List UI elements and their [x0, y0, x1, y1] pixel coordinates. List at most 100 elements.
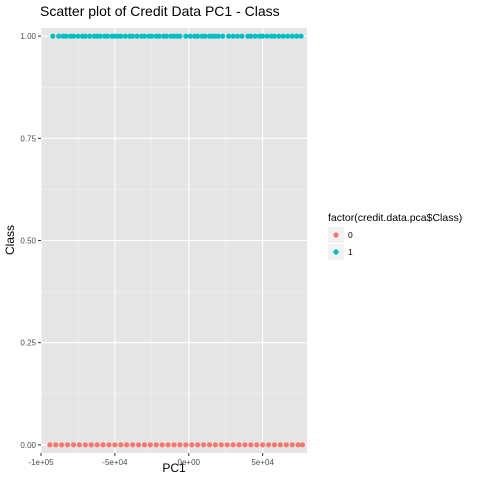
data-point-class-1: [130, 33, 136, 39]
data-point-class-1: [156, 33, 162, 39]
data-point-class-1: [271, 33, 278, 39]
data-point-class-0: [100, 442, 106, 448]
x-tick-label: -5e+04: [102, 458, 128, 467]
data-point-class-1: [50, 33, 56, 39]
data-point-class-0: [124, 442, 130, 448]
legend-entries: 01: [328, 227, 353, 260]
data-point-class-0: [147, 442, 153, 448]
data-point-class-0: [177, 442, 183, 448]
data-point-class-0: [94, 442, 100, 448]
data-point-class-0: [171, 442, 177, 448]
data-point-class-0: [153, 442, 159, 448]
x-tick-label: 5e+04: [251, 458, 274, 467]
data-points: [47, 33, 306, 448]
data-point-class-1: [294, 33, 300, 39]
data-point-class-0: [299, 442, 306, 448]
legend-title: factor(credit.data.pca$Class): [328, 212, 462, 224]
data-point-class-1: [298, 33, 304, 39]
data-point-class-0: [218, 442, 224, 448]
data-point-class-1: [195, 33, 201, 39]
legend: factor(credit.data.pca$Class) 01: [328, 212, 462, 260]
x-axis-title: PC1: [162, 461, 186, 475]
data-point-class-1: [82, 33, 88, 39]
data-point-class-1: [122, 33, 128, 39]
data-point-class-1: [104, 33, 111, 39]
data-point-class-0: [159, 442, 165, 448]
data-point-class-1: [202, 33, 208, 39]
y-tick-label: 1.00: [20, 32, 36, 41]
data-point-class-1: [187, 33, 193, 39]
data-point-class-0: [195, 442, 201, 448]
data-point-class-1: [285, 33, 291, 39]
data-point-class-0: [283, 442, 289, 448]
x-tick-label: 0e+00: [178, 458, 201, 467]
data-point-class-1: [164, 33, 170, 39]
data-point-class-0: [271, 442, 278, 448]
data-point-class-1: [149, 33, 155, 39]
x-tick-label: -1e+05: [28, 458, 54, 467]
data-point-class-1: [87, 33, 93, 39]
data-point-class-0: [76, 442, 83, 448]
data-point-class-1: [220, 33, 226, 39]
data-point-class-1: [141, 33, 148, 39]
data-point-class-0: [135, 442, 142, 448]
data-point-class-1: [264, 33, 270, 39]
data-point-class-0: [212, 442, 218, 448]
y-tick-label: 0.50: [20, 237, 36, 246]
data-point-class-0: [200, 442, 207, 448]
data-point-class-0: [242, 442, 248, 448]
y-tick-label: 0.75: [20, 134, 36, 143]
data-point-class-1: [260, 33, 266, 39]
data-point-class-0: [289, 442, 295, 448]
data-point-class-0: [277, 442, 283, 448]
data-point-class-0: [254, 442, 260, 448]
y-axis-title: Class: [3, 225, 17, 255]
data-point-class-1: [239, 33, 245, 39]
data-point-class-1: [276, 33, 282, 39]
legend-label: 1: [348, 247, 353, 257]
data-point-class-0: [260, 442, 266, 448]
data-point-class-0: [165, 442, 171, 448]
data-point-class-0: [118, 442, 124, 448]
data-point-class-0: [141, 442, 148, 448]
data-point-class-1: [70, 33, 77, 39]
y-tick-label: 0.00: [20, 441, 36, 450]
data-point-class-0: [65, 442, 71, 448]
data-point-class-1: [63, 33, 69, 39]
data-point-class-1: [248, 33, 254, 39]
data-point-class-0: [248, 442, 254, 448]
data-point-class-1: [118, 33, 124, 39]
data-point-class-0: [53, 442, 59, 448]
data-point-class-1: [97, 33, 103, 39]
data-point-class-0: [112, 442, 118, 448]
data-point-class-0: [224, 442, 230, 448]
data-point-class-0: [47, 442, 53, 448]
legend-swatch: [333, 232, 339, 238]
legend-swatch: [333, 249, 339, 255]
data-point-class-0: [88, 442, 94, 448]
data-point-class-1: [56, 33, 62, 39]
chart-title: Scatter plot of Credit Data PC1 - Class: [40, 3, 280, 19]
data-point-class-0: [265, 442, 272, 448]
y-axis: 0.00 0.25 0.50 0.75 1.00: [20, 32, 41, 450]
data-point-class-1: [280, 33, 286, 39]
data-point-class-0: [183, 442, 189, 448]
data-point-class-0: [106, 442, 112, 448]
data-point-class-1: [234, 33, 241, 39]
data-point-class-0: [70, 442, 77, 448]
x-axis: -1e+05 -5e+04 0e+00 5e+04: [28, 453, 274, 467]
data-point-class-1: [230, 33, 236, 39]
data-point-class-0: [130, 442, 136, 448]
data-point-class-0: [82, 442, 88, 448]
data-point-class-0: [206, 442, 213, 448]
data-point-class-1: [183, 33, 189, 39]
data-point-class-1: [75, 33, 81, 39]
data-point-class-0: [230, 442, 236, 448]
data-point-class-1: [226, 33, 232, 39]
y-tick-label: 0.25: [20, 339, 36, 348]
data-point-class-1: [289, 33, 295, 39]
legend-label: 0: [348, 230, 353, 240]
data-point-class-0: [189, 442, 195, 448]
data-point-class-1: [177, 33, 183, 39]
